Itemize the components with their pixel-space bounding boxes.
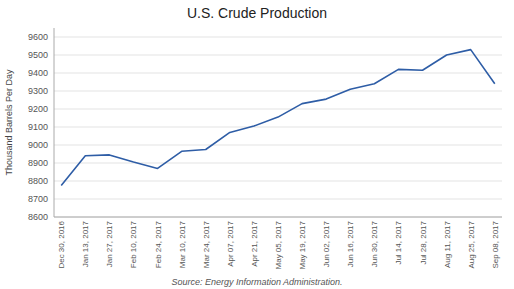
grid-line [54, 37, 502, 38]
x-tick-label: Jan 27, 2017 [105, 220, 114, 267]
x-tick-label: Jul 28, 2017 [419, 220, 428, 264]
grid-line [54, 91, 502, 92]
x-tick-label: Jun 30, 2017 [370, 220, 379, 267]
grid [54, 37, 502, 217]
y-tick-label: 9600 [28, 32, 48, 42]
y-axis-label: Thousand Barrels Per Day [4, 69, 14, 176]
x-tick-label: Mar 24, 2017 [202, 220, 211, 268]
x-tick-label: May 05, 2017 [274, 220, 283, 269]
x-tick-label: Aug 25, 2017 [467, 220, 476, 268]
x-tick-label: May 19, 2017 [298, 220, 307, 269]
y-tick-label: 9400 [28, 68, 48, 78]
x-tick-label: Feb 24, 2017 [154, 220, 163, 268]
grid-line [54, 109, 502, 110]
y-tick-label: 9300 [28, 86, 48, 96]
y-tick-label: 9200 [28, 104, 48, 114]
plot-area [61, 50, 495, 186]
grid-line [54, 55, 502, 56]
y-tick-label: 8900 [28, 158, 48, 168]
y-tick-label: 8600 [28, 212, 48, 222]
x-tick-label: Jul 14, 2017 [394, 220, 403, 264]
x-tick-label: Jun 02, 2017 [322, 220, 331, 267]
y-tick-label: 9100 [28, 122, 48, 132]
y-tick-label: 8800 [28, 176, 48, 186]
grid-line [54, 163, 502, 164]
grid-line [54, 73, 502, 74]
x-tick-label: Feb 10, 2017 [129, 220, 138, 268]
chart: 8600 8700 8800 8900 9000 9100 9200 9300 9400 9500… [0, 0, 514, 289]
y-axis [54, 28, 55, 217]
grid-line [54, 127, 502, 128]
x-axis [54, 217, 502, 218]
x-tick-label: Jan 13, 2017 [81, 220, 90, 267]
source-note: Source: Energy Information Administratio… [171, 277, 342, 287]
x-tick-label: Apr 07, 2017 [226, 220, 235, 266]
title: U.S. Crude Production [187, 5, 327, 21]
grid-line [54, 181, 502, 182]
y-tick-label: 9500 [28, 50, 48, 60]
data-line [61, 50, 495, 186]
x-tick-label: Apr 21, 2017 [250, 220, 259, 266]
x-tick-label: Jun 16, 2017 [346, 220, 355, 267]
grid-line [54, 199, 502, 200]
x-tick-label: Aug 11, 2017 [443, 220, 452, 268]
y-tick-label: 9000 [28, 140, 48, 150]
x-tick-label: Dec 30, 2016 [57, 220, 66, 268]
y-tick-label: 8700 [28, 194, 48, 204]
grid-line [54, 217, 502, 218]
x-tick-label: Mar 10, 2017 [178, 220, 187, 268]
x-tick-label: Sep 08, 2017 [491, 220, 500, 268]
grid-line [54, 145, 502, 146]
